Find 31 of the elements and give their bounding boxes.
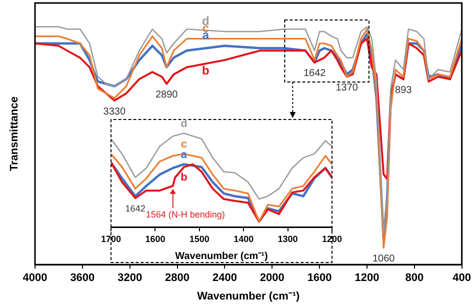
x-tick-label: 3200: [118, 272, 142, 284]
x-tick-label: 1300: [278, 234, 298, 244]
x-tick-label: 3600: [70, 272, 95, 284]
series-label: b: [202, 63, 210, 78]
annotation: 2890: [155, 90, 178, 101]
x-tick-label: 1600: [145, 234, 166, 244]
x-tick-label: 1700: [100, 234, 122, 244]
annotation: 1060: [372, 254, 396, 265]
x-tick-label: 2800: [165, 272, 190, 284]
series-label: b: [180, 172, 188, 184]
x-tick-label: 1200: [354, 272, 380, 284]
x-tick-label: 2000: [260, 272, 284, 284]
annotation: 1642: [125, 204, 146, 214]
x-tick-label: 4000: [22, 272, 48, 284]
x-tick-label: 400: [452, 272, 472, 284]
x-tick-label: 1500: [189, 234, 210, 244]
x-tick-label: 1400: [234, 234, 254, 244]
annotation: 893: [395, 84, 412, 96]
x-axis-title: Wavenumber (cm⁻¹): [175, 250, 268, 262]
x-axis-title: Wavenumber (cm⁻¹): [197, 290, 300, 302]
series-label: c: [180, 138, 187, 150]
x-tick-label: 800: [405, 272, 424, 284]
x-tick-label: 1200: [322, 234, 342, 244]
annotation: 1564 (N-H bending): [146, 209, 225, 220]
annotation: 1642: [303, 68, 326, 80]
y-axis-title: Transmittance: [8, 96, 21, 172]
x-tick-label: 2400: [212, 272, 237, 284]
series-label: d: [180, 118, 188, 130]
x-tick-label: 1600: [307, 272, 332, 284]
annotation: 1370: [336, 82, 358, 94]
annotation: 3330: [103, 106, 126, 118]
